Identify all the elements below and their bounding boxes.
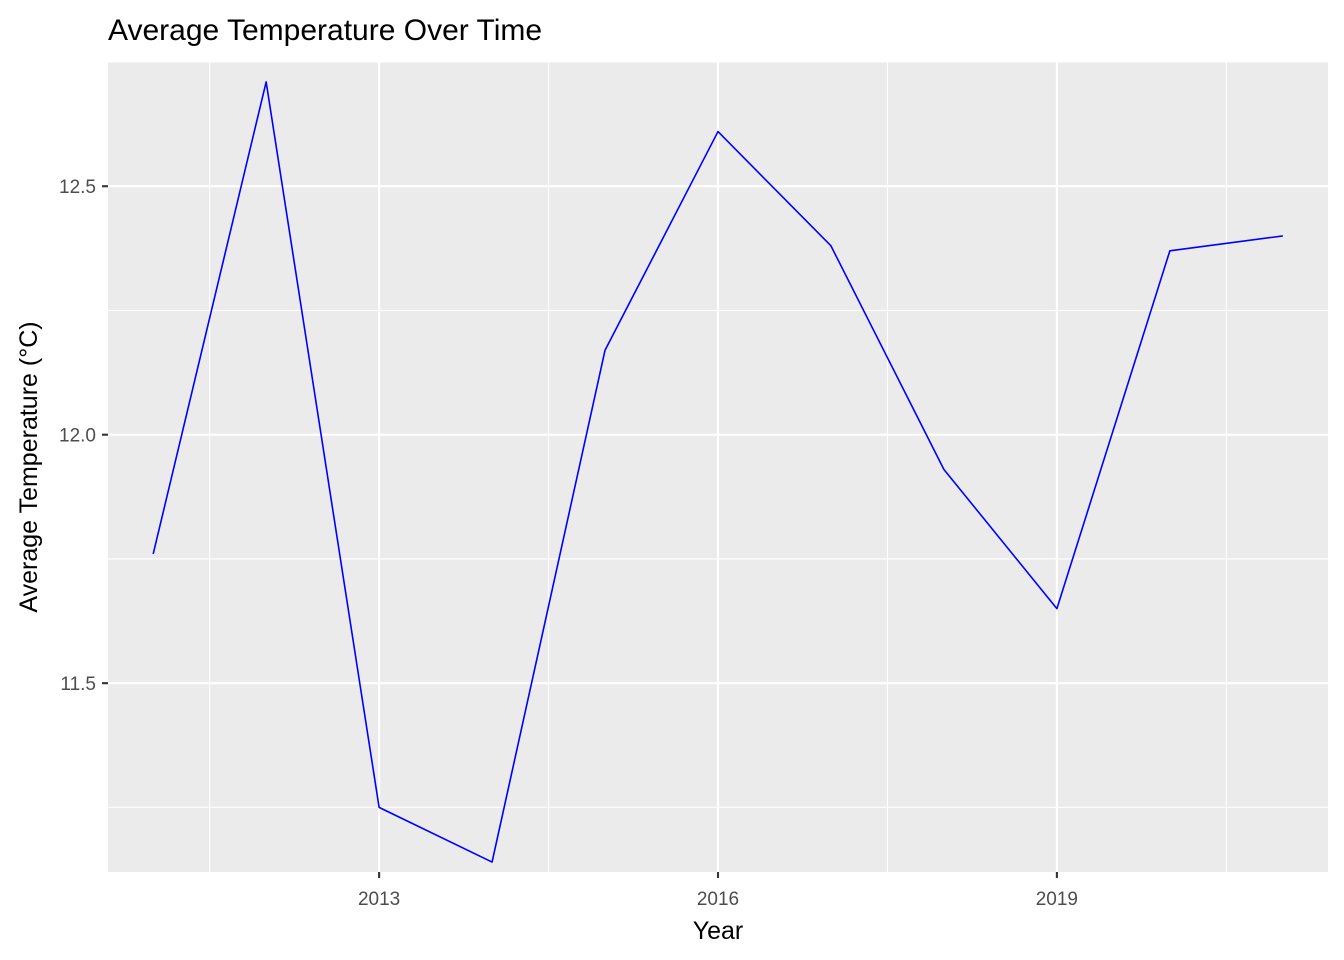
y-tick-label-1: 12.0 [59,426,96,447]
series-line-0 [152,81,1283,863]
chart-title: Average Temperature Over Time [108,14,542,47]
x-axis-title: Year [693,917,744,945]
y-tick-label-2: 12.5 [59,177,96,198]
y-axis-title: Average Temperature (°C) [15,321,43,612]
x-tick-label-2: 2019 [1036,889,1078,910]
x-axis: 2013 2016 2019 [358,872,1078,910]
major-gridlines [108,62,1328,872]
y-axis: 11.5 12.0 12.5 [59,177,108,695]
x-tick-label-0: 2013 [358,889,400,910]
series-layer [152,81,1283,863]
x-tick-label-1: 2016 [697,889,739,910]
y-tick-label-0: 11.5 [60,674,96,695]
